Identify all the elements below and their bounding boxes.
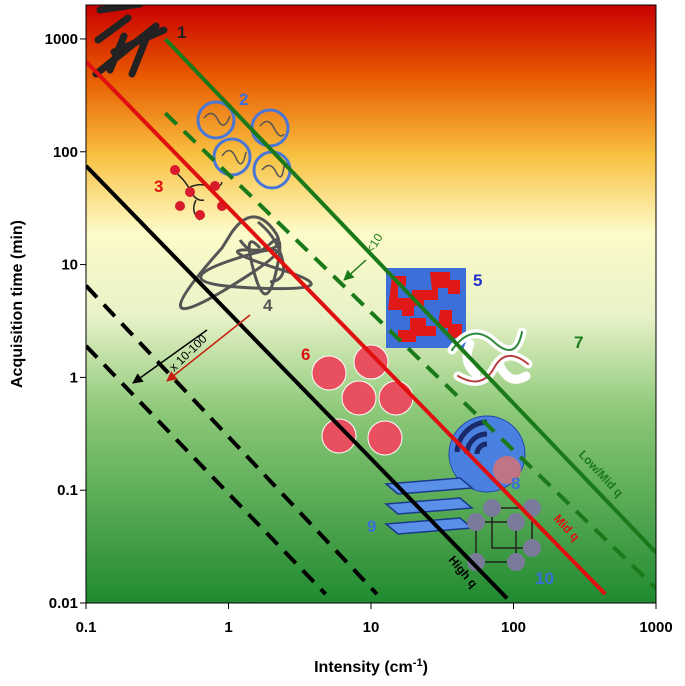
sample-label-1: 1 [177,23,186,42]
series-line-2 [86,60,607,596]
cubic-lattice-illustration [467,499,541,571]
sample-label-5: 5 [473,271,482,290]
sample-label-8: 8 [511,474,520,493]
factor-arrow-black [132,329,208,384]
stacked-layers-illustration [384,477,474,535]
series-line-1 [163,111,656,590]
gyroid-illustration [447,327,533,386]
series-line-3 [86,164,509,600]
y-tick-label: 1 [70,369,78,386]
y-tick-label: 1000 [45,31,78,48]
sample-label-6: 6 [301,345,310,364]
x-tick-label: 10 [363,619,380,636]
y-axis-title: Acquisition time (min) [9,220,26,388]
x-tick-label: 1000 [639,619,672,636]
sample-label-9: 9 [367,517,376,536]
x-tick-label: 0.1 [76,619,97,636]
y-tick-label: 0.01 [49,595,78,612]
sample-label-2: 2 [239,90,248,109]
series-line-0 [163,37,656,554]
x-tick-label: 1 [224,619,232,636]
x-axis-title: Intensity (cm-1) [314,657,428,676]
y-tick-label: 100 [53,144,78,161]
rods-illustration [92,5,168,78]
sample-illustrations [92,5,541,571]
polymer-coil-illustration [179,215,313,311]
series-line-5 [86,344,328,596]
sample-label-3: 3 [154,177,163,196]
sample-label-4: 4 [263,296,273,315]
series-lines [86,37,656,600]
sample-label-10: 10 [535,569,554,588]
star-polymer-illustration [170,165,227,221]
series-line-4 [86,284,379,596]
axis-ticks: 0.1 1 10 100 1000 0.01 0.1 1 10 100 1000 [45,31,673,636]
y-tick-label: 0.1 [57,482,78,499]
factor-arrow-green [343,259,367,281]
x-tick-label: 100 [501,619,526,636]
sample-label-7: 7 [574,333,583,352]
y-tick-label: 10 [61,257,78,274]
factor-arrow-red [166,314,251,382]
plot-background [86,5,656,603]
